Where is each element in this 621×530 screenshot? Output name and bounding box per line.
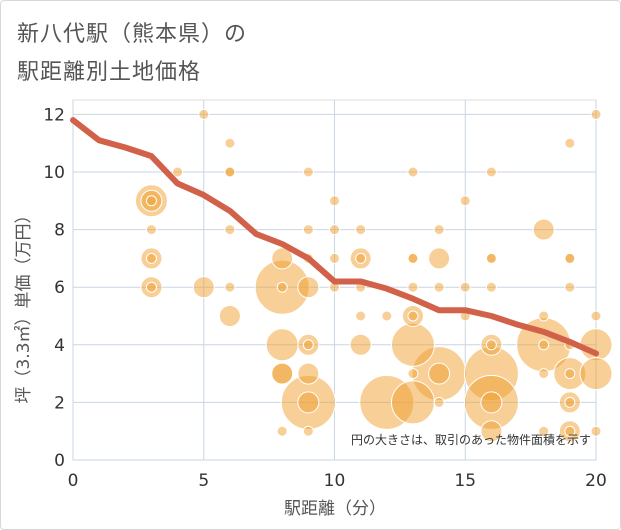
x-tick-label: 0	[68, 471, 79, 491]
bubble-point	[302, 166, 314, 178]
bubble-point	[302, 224, 314, 236]
chart-title-line1: 新八代駅（熊本県）の	[17, 22, 248, 47]
bubble-point	[297, 362, 320, 385]
y-tick-label: 2	[54, 393, 65, 413]
y-tick-label: 6	[54, 278, 65, 298]
bubble-point	[480, 420, 503, 443]
bubble-point	[459, 281, 471, 293]
bubble-point	[538, 339, 550, 351]
y-tick-label: 10	[43, 163, 65, 183]
bubble-point	[532, 218, 555, 241]
bubble-point	[485, 339, 497, 351]
x-tick-label: 10	[324, 471, 346, 491]
bubble-point	[390, 322, 435, 367]
bubble-point	[590, 425, 602, 437]
bubble-point	[564, 252, 576, 264]
bubble-point	[564, 368, 576, 380]
bubble-point	[192, 276, 215, 299]
bubble-point	[302, 339, 314, 351]
y-axis-label: 坪（3.3㎡）単価（万円）	[14, 206, 34, 403]
bubble-point	[329, 195, 340, 207]
bubble-point	[224, 224, 236, 236]
bubble-point	[590, 108, 602, 120]
bubble-point	[276, 281, 288, 293]
bubble-point	[407, 368, 419, 380]
bubble-point	[265, 328, 299, 362]
bubble-point	[480, 391, 503, 414]
bubble-point	[459, 195, 471, 207]
trend-line	[70, 117, 599, 357]
bubble-point	[485, 166, 497, 178]
bubble-point	[355, 310, 367, 322]
bubble-point	[485, 281, 497, 293]
bubble-point	[407, 252, 419, 264]
bubble-point	[590, 310, 602, 322]
bubble-point	[433, 224, 445, 236]
y-tick-label: 8	[54, 221, 65, 241]
x-tick-labels: 0 5 10 15 20	[68, 471, 607, 491]
bubble-point	[538, 310, 550, 322]
chart-title-line2: 駅距離別土地価格	[17, 60, 202, 85]
bubble-point	[218, 305, 241, 327]
bubble-point	[224, 166, 236, 178]
bubble-point	[564, 396, 576, 408]
bubble-point	[433, 281, 445, 293]
bubble-point	[145, 281, 157, 293]
bubble-point	[224, 281, 236, 293]
bubble-point	[297, 276, 320, 299]
bubble-point	[538, 368, 550, 380]
x-tick-label: 20	[585, 471, 607, 491]
bubble-point	[564, 425, 576, 437]
bubble-point	[145, 195, 157, 207]
bubble-point	[381, 310, 393, 322]
x-tick-label: 15	[454, 471, 476, 491]
y-tick-label: 4	[54, 336, 65, 356]
bubble-point	[579, 357, 613, 391]
bubble-point	[224, 137, 236, 149]
bubble-point	[564, 281, 576, 293]
bubble-point	[433, 396, 445, 408]
bubble-point	[198, 108, 210, 120]
bubble-point	[407, 310, 419, 322]
bubble-point	[145, 252, 157, 264]
bubble-point	[355, 224, 367, 236]
bubble-point	[564, 137, 576, 149]
bubble-point	[271, 362, 294, 385]
y-tick-label: 12	[43, 105, 65, 125]
bubble-point	[276, 425, 288, 437]
bubble-point	[329, 252, 340, 264]
bubble-point	[407, 166, 419, 178]
bubble-point	[485, 252, 497, 264]
bubble-point	[297, 391, 320, 414]
bubble-point	[145, 224, 157, 236]
bubble-layer	[134, 108, 613, 443]
bubble-point	[407, 281, 419, 293]
bubble-point	[302, 425, 314, 437]
bubble-point	[271, 247, 294, 270]
bubble-point	[172, 166, 184, 178]
y-tick-label: 0	[54, 451, 65, 471]
y-tick-labels: 0 2 4 6 8 10 12	[43, 105, 65, 471]
bubble-point	[355, 252, 367, 264]
bubble-point	[390, 380, 435, 425]
size-note: 円の大きさは、取引のあった物件面積を示す	[351, 432, 591, 447]
bubble-point	[329, 224, 340, 236]
x-axis-label: 駅距離（分）	[284, 499, 386, 519]
bubble-point	[428, 247, 451, 270]
bubble-point	[538, 425, 550, 437]
x-tick-label: 5	[198, 471, 209, 491]
bubble-point	[428, 362, 451, 385]
bubble-point	[349, 333, 372, 356]
